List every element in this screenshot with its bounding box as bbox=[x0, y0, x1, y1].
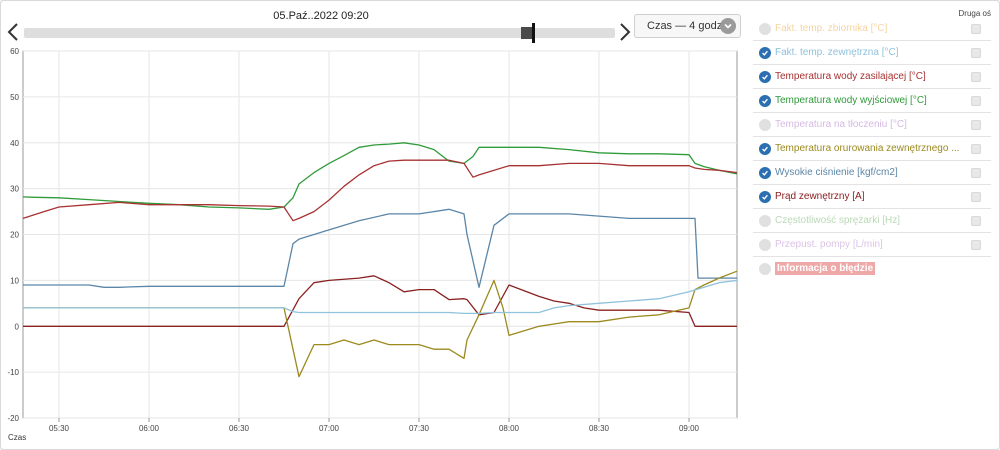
legend-item-label: Temperatura wody wyjściowej [°C] bbox=[775, 95, 927, 106]
check-circle-icon[interactable] bbox=[759, 47, 771, 59]
legend-item[interactable]: Temperatura orurowania zewnętrznego ... bbox=[753, 137, 991, 161]
x-tick-label: 09:00 bbox=[679, 424, 700, 433]
legend-item-error-info[interactable]: Informacja o błędzie bbox=[753, 257, 991, 281]
second-axis-checkbox[interactable] bbox=[971, 192, 981, 202]
check-circle-icon[interactable] bbox=[759, 167, 771, 179]
series-line-4[interactable] bbox=[23, 275, 737, 327]
chart-grid bbox=[22, 50, 738, 419]
period-select-value: Czas — 4 godz. bbox=[647, 20, 726, 32]
legend-item[interactable]: Fakt. temp. zewnętrzna [°C] bbox=[753, 41, 991, 65]
second-axis-checkbox[interactable] bbox=[971, 48, 981, 58]
unchecked-circle-icon[interactable] bbox=[759, 23, 771, 35]
legend-item-label: Fakt. temp. zewnętrzna [°C] bbox=[775, 47, 899, 58]
legend-item[interactable]: Wysokie ciśnienie [kgf/cm2] bbox=[753, 161, 991, 185]
second-axis-checkbox[interactable] bbox=[971, 96, 981, 106]
unchecked-circle-icon[interactable] bbox=[759, 239, 771, 251]
current-date-label: 05.Paź..2022 09:20 bbox=[273, 10, 369, 22]
legend-item-label: Temperatura wody zasilającej [°C] bbox=[775, 71, 926, 82]
series-line-3[interactable] bbox=[23, 208, 737, 288]
second-axis-checkbox[interactable] bbox=[971, 168, 981, 178]
y-axis-ticks: -20 -10 0 10 20 30 40 50 60 bbox=[7, 47, 19, 423]
x-tick-label: 05:30 bbox=[49, 424, 70, 433]
legend-item-label: Prąd zewnętrzny [A] bbox=[775, 191, 865, 202]
legend-item-label: Wysokie ciśnienie [kgf/cm2] bbox=[775, 167, 898, 178]
legend-item-label: Częstotliwość sprężarki [Hz] bbox=[775, 215, 901, 226]
check-circle-icon[interactable] bbox=[759, 191, 771, 203]
legend-item[interactable]: Częstotliwość sprężarki [Hz] bbox=[753, 209, 991, 233]
unchecked-circle-icon[interactable] bbox=[759, 215, 771, 227]
unchecked-circle-icon[interactable] bbox=[759, 263, 771, 275]
x-tick-label: 08:30 bbox=[589, 424, 610, 433]
chevron-left-icon bbox=[7, 23, 18, 41]
unchecked-circle-icon[interactable] bbox=[759, 119, 771, 131]
line-chart: -20 -10 0 10 20 30 40 50 60 05:30 06:00 06:30 07:00… bbox=[1, 45, 743, 447]
chart-canvas: -20 -10 0 10 20 30 40 50 60 05:30 06:00 06:30 07:00… bbox=[7, 47, 738, 442]
x-axis-label: Czas bbox=[8, 433, 26, 442]
timeline-cursor[interactable] bbox=[532, 23, 535, 43]
legend-item[interactable]: Temperatura wody zasilającej [°C] bbox=[753, 65, 991, 89]
legend-item[interactable]: Prąd zewnętrzny [A] bbox=[753, 185, 991, 209]
legend-item[interactable]: Temperatura wody wyjściowej [°C] bbox=[753, 89, 991, 113]
timeline-slider-handle[interactable] bbox=[521, 27, 533, 39]
y-tick-label: 20 bbox=[10, 231, 19, 240]
legend-item[interactable]: Fakt. temp. zbiornika [°C] bbox=[753, 17, 991, 41]
x-tick-label: 07:00 bbox=[319, 424, 340, 433]
y-tick-label: 30 bbox=[10, 185, 19, 194]
x-tick-label: 06:00 bbox=[139, 424, 160, 433]
y-tick-label: 10 bbox=[10, 276, 19, 285]
second-axis-checkbox[interactable] bbox=[971, 24, 981, 34]
second-axis-checkbox[interactable] bbox=[971, 216, 981, 226]
legend-item[interactable]: Przepust. pompy [L/min] bbox=[753, 233, 991, 257]
y-tick-label: -10 bbox=[7, 368, 19, 377]
second-axis-header: Druga oś bbox=[958, 9, 991, 18]
series-line-6[interactable] bbox=[23, 279, 738, 315]
second-axis-checkbox[interactable] bbox=[971, 72, 981, 82]
check-circle-icon[interactable] bbox=[759, 95, 771, 107]
chart-series bbox=[22, 142, 738, 378]
legend-item-label: Przepust. pompy [L/min] bbox=[775, 239, 883, 250]
chevron-right-icon bbox=[620, 23, 631, 41]
series-line-2[interactable] bbox=[22, 159, 738, 222]
chevron-down-icon bbox=[720, 18, 736, 34]
error-info-label: Informacja o błędzie bbox=[775, 262, 876, 275]
second-axis-checkbox[interactable] bbox=[971, 144, 981, 154]
timeline-slider[interactable] bbox=[24, 23, 615, 43]
y-tick-label: -20 bbox=[7, 414, 19, 423]
x-axis-ticks: 05:30 06:00 06:30 07:00 07:30 08:00 08:30 09:00 bbox=[49, 418, 700, 433]
second-axis-checkbox[interactable] bbox=[971, 240, 981, 250]
x-tick-label: 08:00 bbox=[499, 424, 520, 433]
series-legend: Druga oś Fakt. temp. zbiornika [°C] Fakt.… bbox=[753, 9, 991, 446]
period-select[interactable]: Czas — 4 godz. bbox=[634, 14, 741, 38]
legend-item-label: Temperatura na tłoczeniu [°C] bbox=[775, 119, 907, 130]
x-tick-label: 07:30 bbox=[409, 424, 430, 433]
legend-item-label: Fakt. temp. zbiornika [°C] bbox=[775, 23, 888, 34]
legend-item[interactable]: Temperatura na tłoczeniu [°C] bbox=[753, 113, 991, 137]
previous-period-button[interactable] bbox=[5, 20, 21, 44]
y-tick-label: 0 bbox=[15, 322, 20, 331]
y-tick-label: 60 bbox=[10, 47, 19, 56]
check-circle-icon[interactable] bbox=[759, 71, 771, 83]
check-circle-icon[interactable] bbox=[759, 143, 771, 155]
second-axis-checkbox[interactable] bbox=[971, 120, 981, 130]
y-tick-label: 50 bbox=[10, 93, 19, 102]
y-tick-label: 40 bbox=[10, 139, 19, 148]
legend-item-label: Temperatura orurowania zewnętrznego ... bbox=[775, 143, 960, 154]
next-period-button[interactable] bbox=[617, 20, 633, 44]
x-tick-label: 06:30 bbox=[229, 424, 250, 433]
